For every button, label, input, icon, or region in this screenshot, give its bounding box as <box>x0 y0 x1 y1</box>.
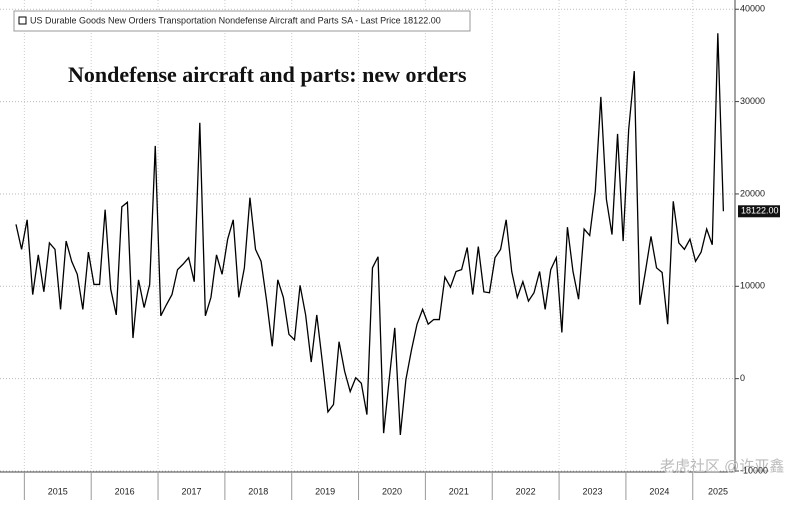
last-price-box <box>738 205 780 218</box>
x-tick-label: 2022 <box>516 486 536 496</box>
legend-label: US Durable Goods New Orders Transportati… <box>30 15 441 25</box>
watermark: 老虎社区 @许亚鑫 <box>660 457 784 475</box>
series-line <box>15 33 725 436</box>
x-tick-label: 2021 <box>449 486 469 496</box>
y-tick-label: 20000 <box>740 188 765 198</box>
x-tick-label: 2025 <box>708 486 728 496</box>
y-tick-label: -10000 <box>740 465 768 475</box>
y-tick-label: 10000 <box>740 281 765 291</box>
x-tick-label: 2020 <box>382 486 402 496</box>
last-price-label: 18122.00 <box>741 206 779 216</box>
x-tick-label: 2018 <box>248 486 268 496</box>
x-tick-label: 2017 <box>181 486 201 496</box>
x-tick-label: 2019 <box>315 486 335 496</box>
x-tick-label: 2015 <box>48 486 68 496</box>
y-tick-label: 0 <box>740 373 745 383</box>
legend-swatch <box>18 16 27 25</box>
y-tick-label: 30000 <box>740 96 765 106</box>
x-tick-label: 2023 <box>582 486 602 496</box>
x-tick-label: 2016 <box>115 486 135 496</box>
y-tick-label: 40000 <box>740 4 765 14</box>
chart-title: Nondefense aircraft and parts: new order… <box>68 62 467 87</box>
legend <box>13 10 471 32</box>
x-tick-label: 2024 <box>649 486 669 496</box>
